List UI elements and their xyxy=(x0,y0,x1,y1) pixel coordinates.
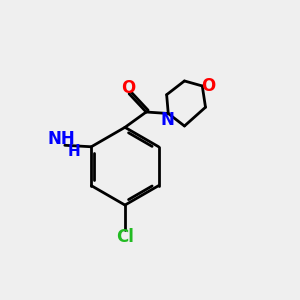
Text: N: N xyxy=(161,111,175,129)
Text: H: H xyxy=(67,144,80,159)
Text: NH: NH xyxy=(47,130,75,148)
Text: Cl: Cl xyxy=(116,228,134,246)
Text: O: O xyxy=(202,77,216,95)
Text: O: O xyxy=(122,80,136,98)
